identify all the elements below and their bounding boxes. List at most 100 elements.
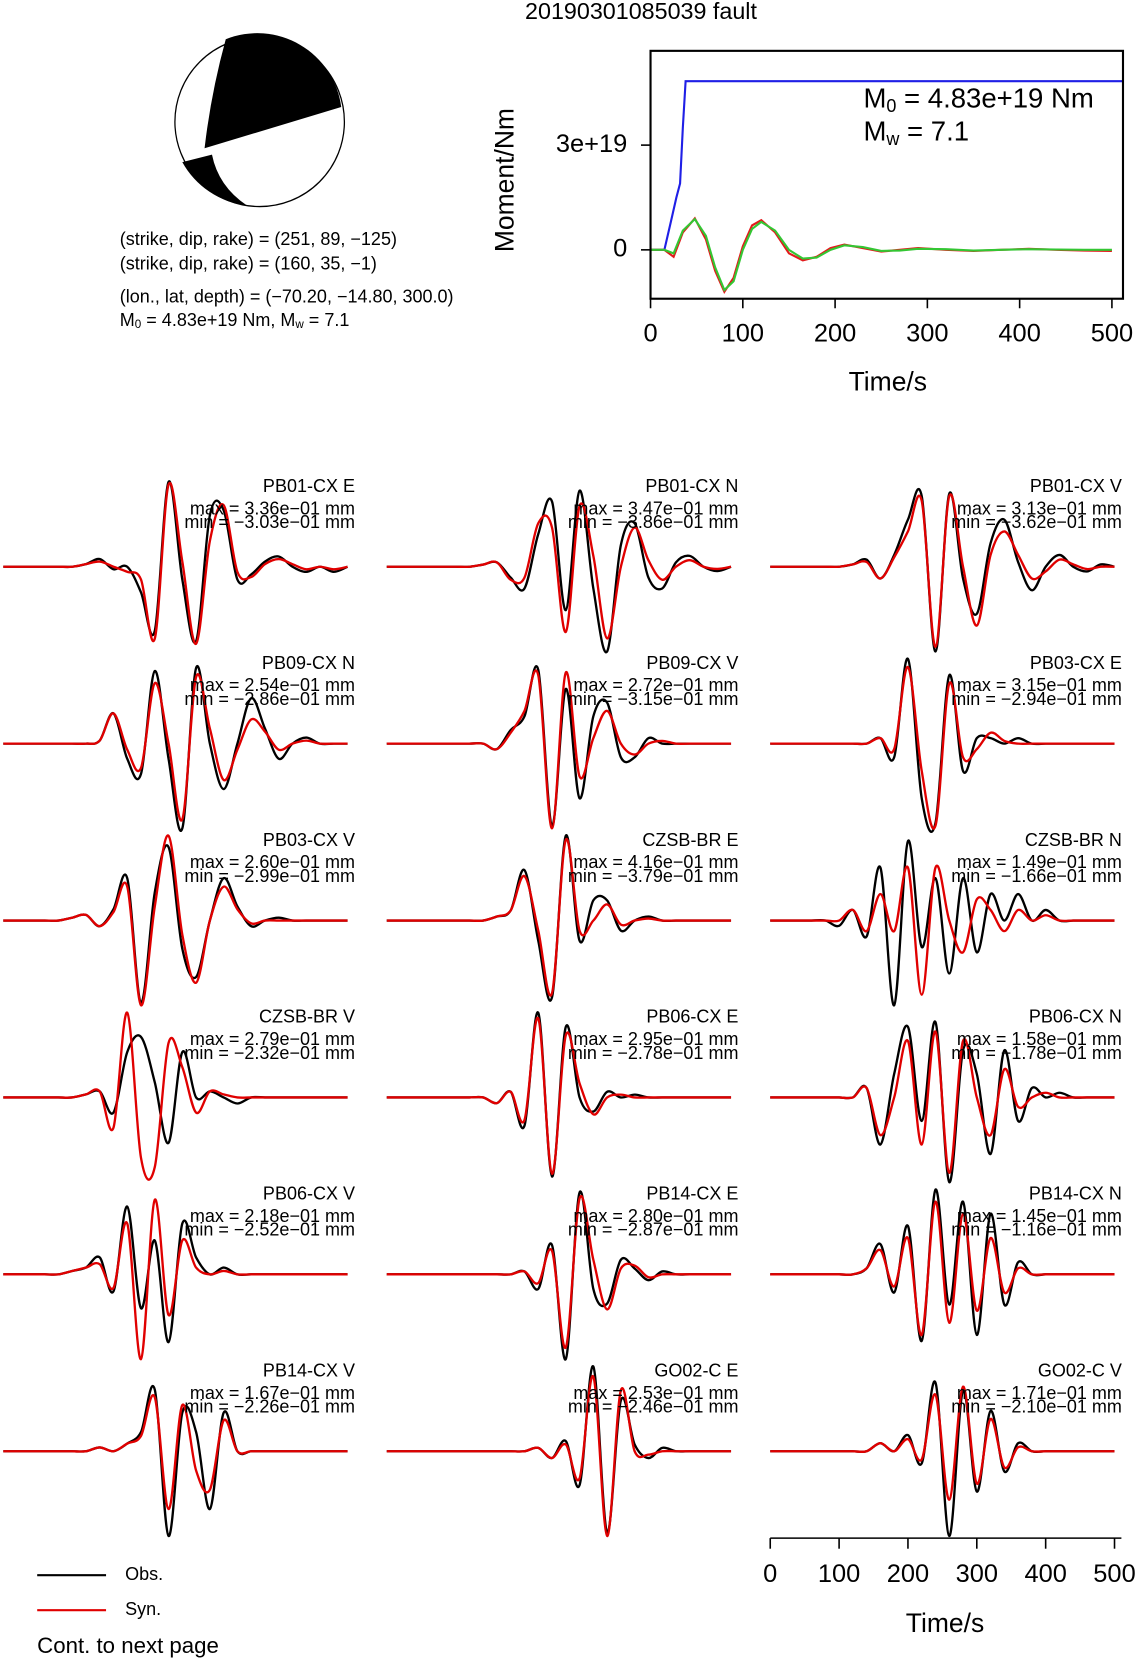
station-label: CZSB-BR N — [1025, 830, 1122, 850]
max-label: max = 1.71e−01 mm — [957, 1383, 1122, 1403]
max-label: max = 3.13e−01 mm — [957, 498, 1122, 518]
min-label: min = −2.78e−01 mm — [568, 1043, 739, 1063]
max-label: max = 2.72e−01 mm — [573, 675, 738, 695]
max-label: max = 4.16e−01 mm — [573, 852, 738, 872]
focal-line: (strike, dip, rake) = (251, 89, −125) — [120, 229, 397, 249]
station-label: GO02-C E — [654, 1361, 738, 1381]
min-label: min = −2.52e−01 mm — [184, 1220, 355, 1240]
max-label: max = 3.47e−01 mm — [573, 498, 738, 518]
station-label: PB09-CX N — [262, 653, 355, 673]
station-label: CZSB-BR V — [259, 1007, 355, 1027]
syn-trace — [386, 1194, 732, 1349]
station-label: PB06-CX V — [263, 1184, 355, 1204]
min-label: min = −3.86e−01 mm — [568, 512, 739, 532]
x-tick-label: 200 — [887, 1560, 929, 1588]
x-tick-label: 500 — [1093, 1560, 1135, 1588]
y-tick-label: 0 — [613, 235, 627, 263]
x-tick-label: 200 — [814, 319, 856, 347]
x-tick-label: 300 — [956, 1560, 998, 1588]
compressional-quadrant — [182, 154, 247, 206]
syn-trace — [770, 1200, 1115, 1337]
moment-line — [650, 217, 1112, 292]
station-label: PB14-CX V — [263, 1361, 355, 1381]
moment-line — [650, 80, 1123, 251]
syn-trace — [770, 1385, 1115, 1501]
min-label: min = −2.10e−01 mm — [951, 1397, 1122, 1417]
plot-frame — [649, 49, 1125, 300]
text: M — [863, 83, 886, 114]
figure-title: 20190301085039 fault — [525, 0, 757, 24]
max-label: max = 3.36e−01 mm — [190, 498, 355, 518]
max-label: max = 1.58e−01 mm — [957, 1029, 1122, 1049]
legend-label: Syn. — [125, 1599, 161, 1619]
max-label: max = 2.79e−01 mm — [190, 1029, 355, 1049]
text: M — [863, 116, 886, 147]
subscript: 0 — [886, 96, 896, 116]
subscript: w — [885, 129, 900, 149]
station-label: PB09-CX V — [646, 653, 738, 673]
syn-trace — [3, 1198, 348, 1361]
min-label: min = −2.26e−01 mm — [184, 1397, 355, 1417]
station-label: CZSB-BR E — [642, 830, 738, 850]
max-label: max = 1.49e−01 mm — [957, 852, 1122, 872]
max-label: max = 2.95e−01 mm — [573, 1029, 738, 1049]
syn-trace — [3, 834, 348, 1007]
min-label: min = −3.03e−01 mm — [184, 512, 355, 532]
focal-line: (lon., lat, depth) = (−70.20, −14.80, 30… — [120, 286, 454, 306]
y-tick-label: 3e+19 — [556, 130, 627, 158]
min-label: min = −1.16e−01 mm — [951, 1220, 1122, 1240]
text: = 4.83e+19 Nm, — [141, 310, 280, 330]
max-label: max = 1.45e−01 mm — [957, 1206, 1122, 1226]
max-label: max = 2.18e−01 mm — [190, 1206, 355, 1226]
x-tick-label: 100 — [722, 319, 764, 347]
station-label: PB01-CX E — [263, 476, 355, 496]
compressional-quadrant — [204, 33, 342, 149]
legend-label: Obs. — [125, 1564, 163, 1584]
syn-trace — [770, 864, 1115, 996]
syn-trace — [770, 665, 1115, 830]
station-label: PB06-CX E — [646, 1007, 738, 1027]
syn-trace — [3, 1011, 348, 1181]
station-label: PB01-CX N — [645, 476, 738, 496]
syn-trace — [386, 1017, 732, 1175]
x-tick-label: 400 — [998, 319, 1040, 347]
min-label: min = −3.79e−01 mm — [568, 866, 739, 886]
beachball — [174, 33, 346, 208]
min-label: min = −2.87e−01 mm — [568, 1220, 739, 1240]
subscript: 0 — [135, 318, 142, 331]
max-label: max = 2.80e−01 mm — [573, 1206, 738, 1226]
focal-info: (strike, dip, rake) = (251, 89, −125) (s… — [120, 229, 454, 331]
min-label: min = −3.15e−01 mm — [568, 689, 739, 709]
max-label: max = 1.67e−01 mm — [190, 1383, 355, 1403]
station-label: PB14-CX N — [1029, 1184, 1122, 1204]
station-label: PB01-CX V — [1030, 476, 1122, 496]
max-label: max = 2.53e−01 mm — [573, 1383, 738, 1403]
obs-trace — [770, 839, 1115, 1007]
syn-trace — [386, 502, 732, 640]
min-label: min = −2.32e−01 mm — [184, 1043, 355, 1063]
focal-line: (strike, dip, rake) = (160, 35, −1) — [120, 254, 377, 274]
x-tick-label: 100 — [818, 1560, 860, 1588]
station-label: PB03-CX E — [1030, 653, 1122, 673]
y-axis-label: Moment/Nm — [489, 108, 519, 252]
min-label: min = −2.94e−01 mm — [951, 689, 1122, 709]
max-label: max = 2.60e−01 mm — [190, 852, 355, 872]
subscript: w — [294, 318, 304, 331]
min-label: min = −2.99e−01 mm — [184, 866, 355, 886]
text: = 7.1 — [304, 310, 350, 330]
station-label: PB03-CX V — [263, 830, 355, 850]
text: M — [120, 310, 135, 330]
x-axis-label: Time/s — [906, 1608, 984, 1638]
min-label: min = −3.62e−01 mm — [951, 512, 1122, 532]
station-label: PB14-CX E — [646, 1184, 738, 1204]
syn-trace — [386, 669, 732, 830]
station-label: PB06-CX N — [1029, 1007, 1122, 1027]
station-label: GO02-C V — [1038, 1361, 1122, 1381]
max-label: max = 3.15e−01 mm — [957, 675, 1122, 695]
x-tick-label: 400 — [1024, 1560, 1066, 1588]
text: M — [280, 310, 295, 330]
syn-trace — [3, 481, 348, 645]
annotation: Mw = 7.1 — [863, 116, 969, 149]
syn-trace — [386, 1375, 732, 1538]
